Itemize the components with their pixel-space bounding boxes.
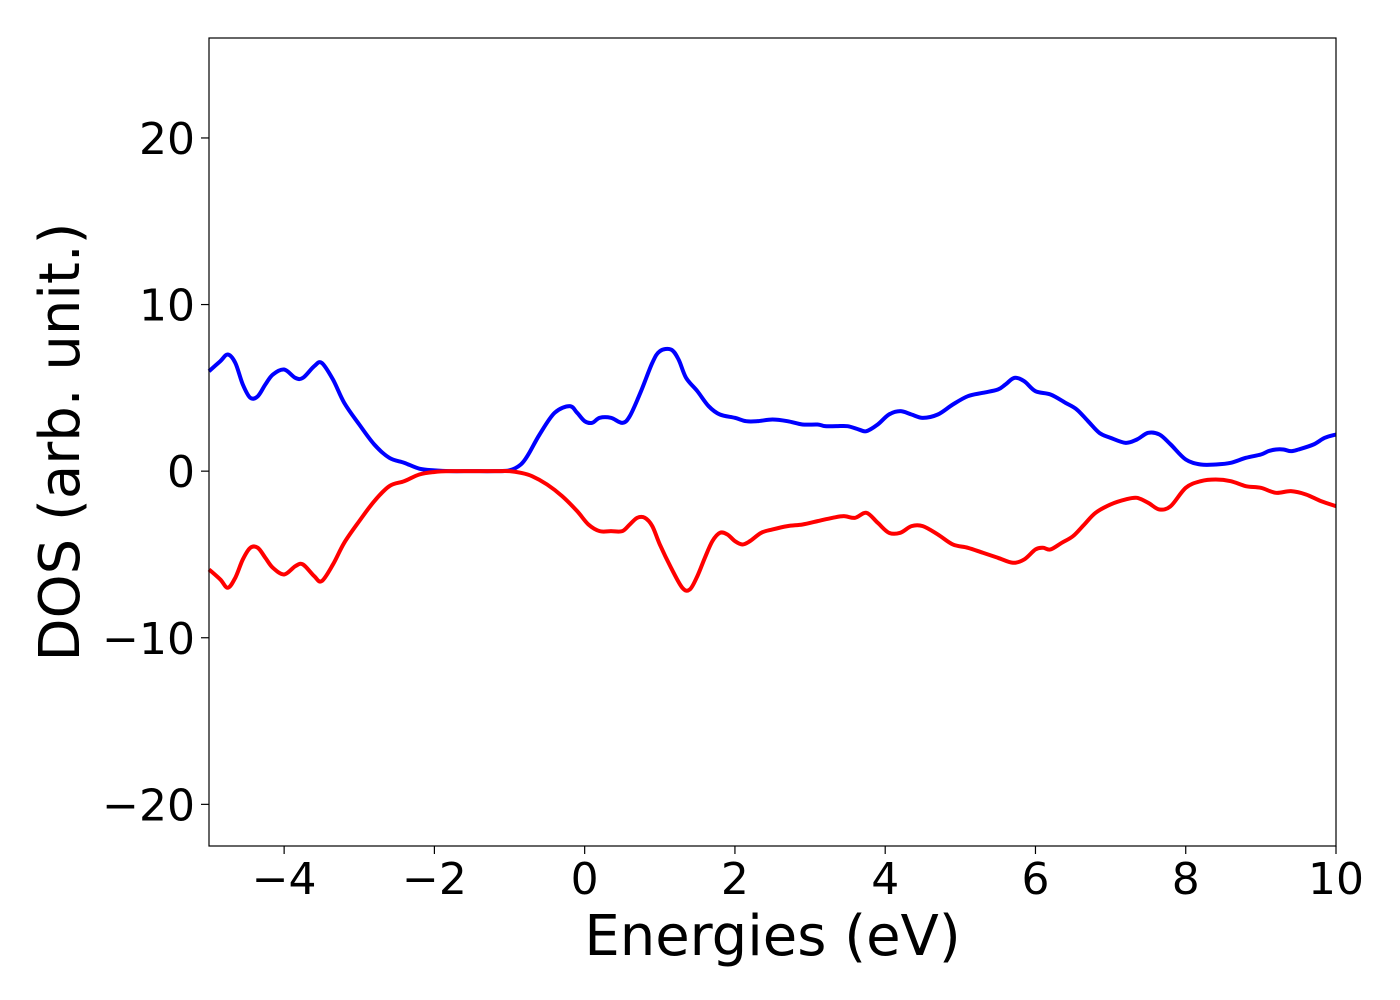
y-tick-label: 20 — [139, 114, 195, 165]
y-axis-title: DOS (arb. unit.) — [28, 222, 93, 661]
x-tick-label: 10 — [1308, 854, 1364, 905]
y-tick-label: −20 — [102, 780, 195, 831]
x-tick-label: 2 — [721, 854, 749, 905]
x-tick-label: 0 — [571, 854, 599, 905]
x-tick-label: 6 — [1021, 854, 1049, 905]
y-tick-label: −10 — [102, 614, 195, 665]
y-tick-label: 10 — [139, 281, 195, 332]
series-layer — [207, 346, 1337, 593]
series-line-1 — [207, 346, 1337, 474]
plot-frame — [208, 37, 1337, 847]
y-tick-label: 0 — [167, 447, 195, 498]
x-tick-label: 8 — [1172, 854, 1200, 905]
x-tick-label: −4 — [252, 854, 317, 905]
x-axis-title: Energies (eV) — [584, 904, 960, 969]
x-tick-label: −2 — [402, 854, 467, 905]
x-axis-ticks: −4 −2 0 2 4 6 8 10 — [252, 846, 1364, 905]
series-line-2 — [207, 469, 1337, 593]
y-axis-ticks: −20 −10 0 10 20 — [102, 114, 209, 831]
x-tick-label: 4 — [871, 854, 899, 905]
